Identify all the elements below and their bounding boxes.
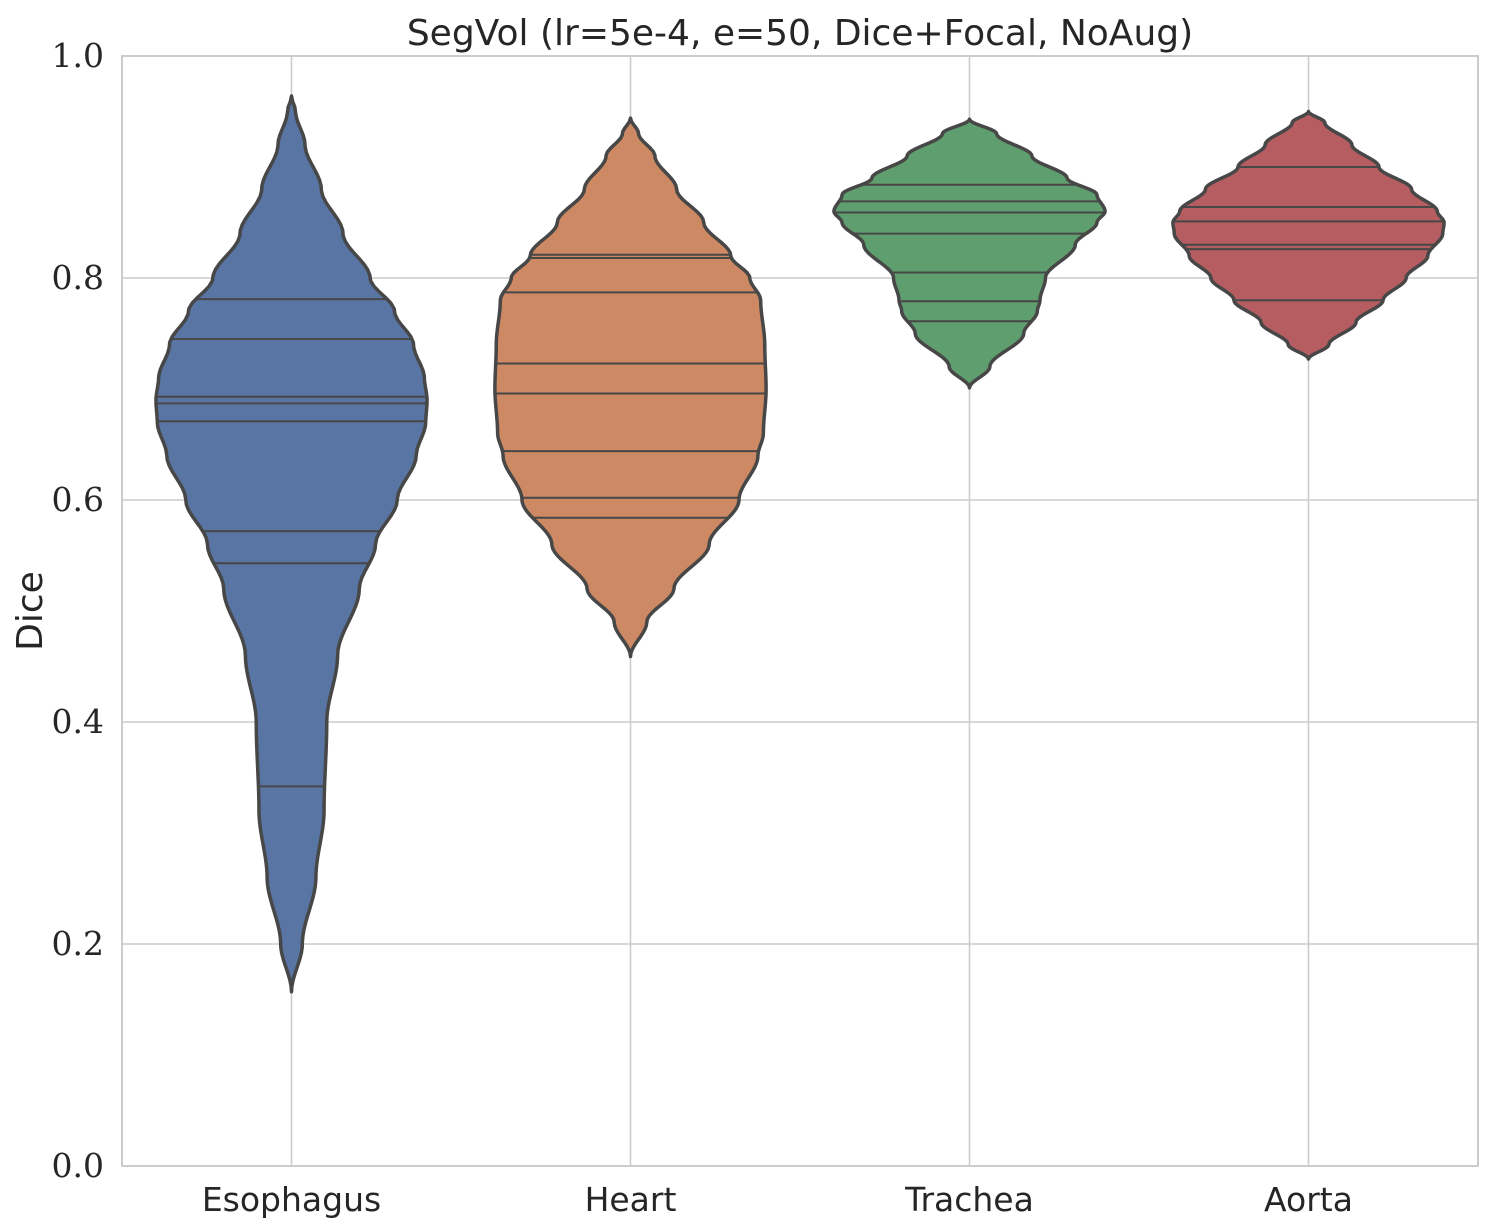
- violin-body: [832, 117, 1107, 390]
- y-tick-label: 0.8: [52, 258, 104, 297]
- violin-trachea: [832, 117, 1107, 390]
- violins: [154, 94, 1446, 994]
- y-tick-label: 1.0: [52, 36, 104, 75]
- x-tick-labels: Esophagus Heart Trachea Aorta: [202, 1180, 1353, 1219]
- violin-heart: [493, 116, 768, 659]
- x-tick-label: Esophagus: [202, 1180, 381, 1219]
- violin-aorta: [1171, 109, 1446, 361]
- x-tick-label: Trachea: [904, 1180, 1034, 1219]
- x-tick-label: Aorta: [1264, 1180, 1353, 1219]
- y-tick-label: 0.6: [52, 480, 104, 519]
- violin-body: [493, 116, 768, 659]
- violin-body: [154, 94, 429, 994]
- y-tick-labels: 0.0 0.2 0.4 0.6 0.8 1.0: [52, 36, 104, 1185]
- y-tick-label: 0.4: [52, 702, 104, 741]
- plot-frame: [121, 55, 1479, 1167]
- y-axis-label: Dice: [10, 571, 51, 651]
- violin-body: [1171, 109, 1446, 361]
- chart-title: SegVol (lr=5e-4, e=50, Dice+Focal, NoAug…: [407, 13, 1193, 54]
- x-tick-label: Heart: [585, 1180, 677, 1219]
- violin-esophagus: [154, 94, 429, 994]
- y-tick-label: 0.2: [52, 924, 104, 963]
- y-tick-label: 0.0: [52, 1146, 104, 1185]
